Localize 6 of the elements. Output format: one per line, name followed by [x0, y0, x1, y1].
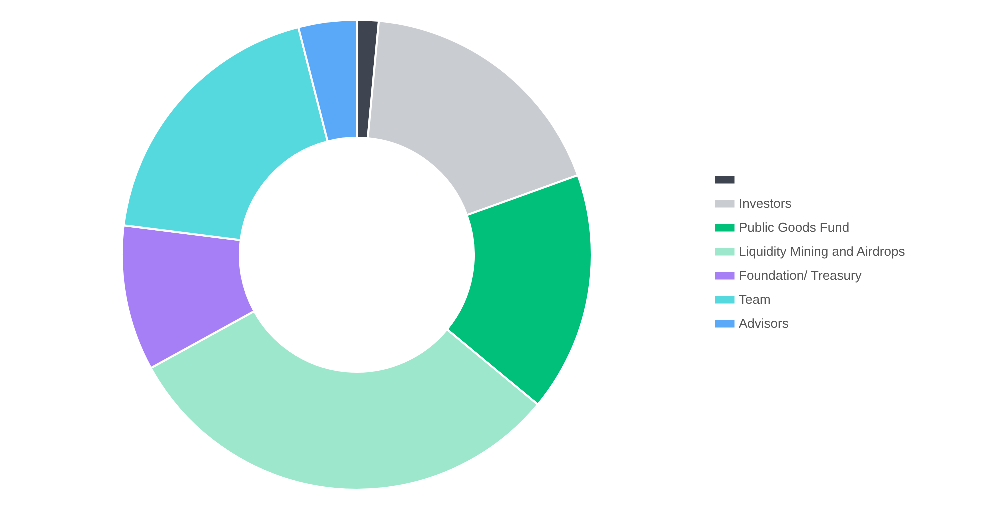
legend-label: Foundation/ Treasury: [739, 268, 862, 283]
legend-label: Liquidity Mining and Airdrops: [739, 244, 906, 259]
legend-label: Investors: [739, 196, 792, 211]
legend-label: Team: [739, 292, 771, 307]
legend-label: Advisors: [739, 316, 790, 331]
legend-label: Public Goods Fund: [739, 220, 850, 235]
